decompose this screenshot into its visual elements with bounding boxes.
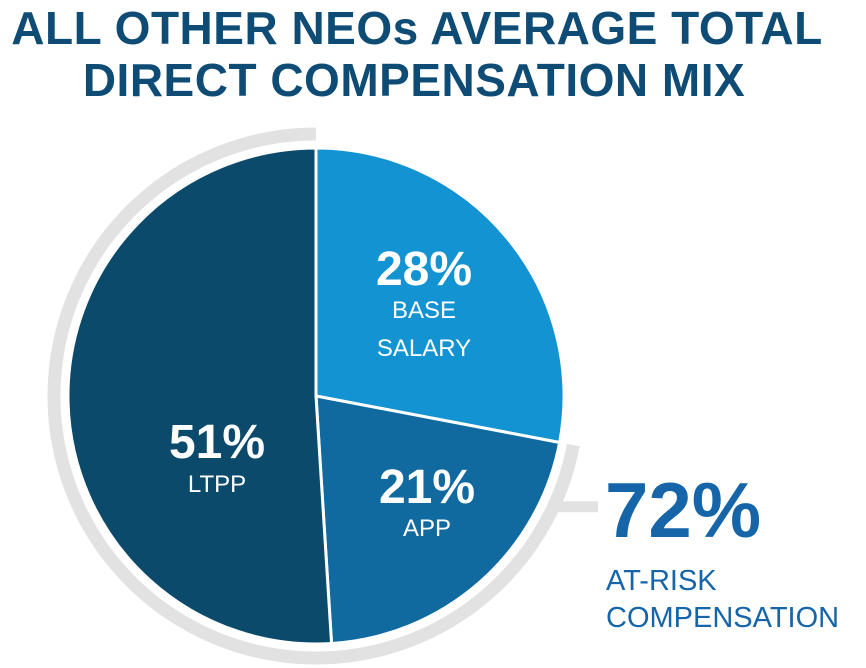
chart-title-line-2: DIRECT COMPENSATION MIX xyxy=(82,54,746,106)
pie-slice-app xyxy=(314,394,562,646)
base-salary-label-line-1: BASE xyxy=(392,297,456,324)
base-salary-percent: 28% xyxy=(376,243,472,296)
chart-title: ALL OTHER NEOs AVERAGE TOTAL DIRECT COMP… xyxy=(0,2,866,106)
at-risk-percent: 72% xyxy=(605,466,761,554)
pie-slices xyxy=(66,146,566,646)
ltpp-percent: 51% xyxy=(169,416,265,469)
app-percent: 21% xyxy=(379,461,475,514)
at-risk-label-line-2: COMPENSATION xyxy=(606,602,839,634)
pie-slice-base-salary xyxy=(314,146,566,445)
ltpp-label: LTPP xyxy=(188,471,246,498)
at-risk-label-line-1: AT-RISK xyxy=(606,565,717,597)
pie-slice-ltpp xyxy=(66,146,334,646)
app-label: APP xyxy=(403,515,451,542)
at-risk-ring-arc xyxy=(47,127,580,665)
base-salary-label-line-2: SALARY xyxy=(377,335,471,362)
chart-title-line-1: ALL OTHER NEOs AVERAGE TOTAL xyxy=(11,2,823,54)
